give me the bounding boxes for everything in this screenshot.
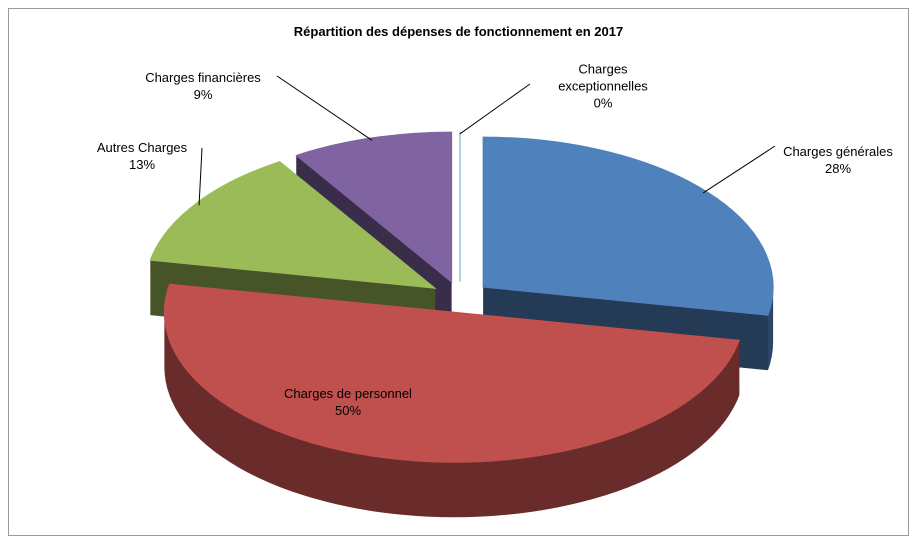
data-label: Charges générales 28% <box>753 143 917 177</box>
leader-line <box>198 147 203 206</box>
slice <box>482 136 774 316</box>
label-name: Charges de personnel <box>284 386 412 401</box>
data-label: Autres Charges 13% <box>72 139 212 173</box>
slice <box>163 283 740 463</box>
label-value: 9% <box>193 87 213 102</box>
label-value: 28% <box>824 161 852 176</box>
leader-line <box>459 83 531 135</box>
slice <box>149 161 437 289</box>
label-value: 13% <box>128 157 156 172</box>
data-label: Charges financières 9% <box>123 69 283 103</box>
data-label: Charges de personnel 50% <box>263 385 433 419</box>
slice-wall <box>767 287 774 371</box>
label-value: 0% <box>593 95 613 111</box>
slice-wall <box>164 312 740 518</box>
label-name: Charges financières <box>145 70 261 85</box>
slice <box>295 131 453 284</box>
leaders <box>198 75 776 206</box>
leader-line <box>702 145 776 194</box>
label-name: Charges générales <box>783 144 893 159</box>
data-label: Charges exceptionnelles 0% <box>548 61 658 112</box>
leader-line <box>276 75 373 141</box>
label-name: Autres Charges <box>96 140 188 155</box>
label-name: Charges exceptionnelles <box>558 61 648 94</box>
chart-title: Répartition des dépenses de fonctionneme… <box>293 24 624 39</box>
slices <box>149 131 774 518</box>
label-value: 50% <box>334 403 362 418</box>
